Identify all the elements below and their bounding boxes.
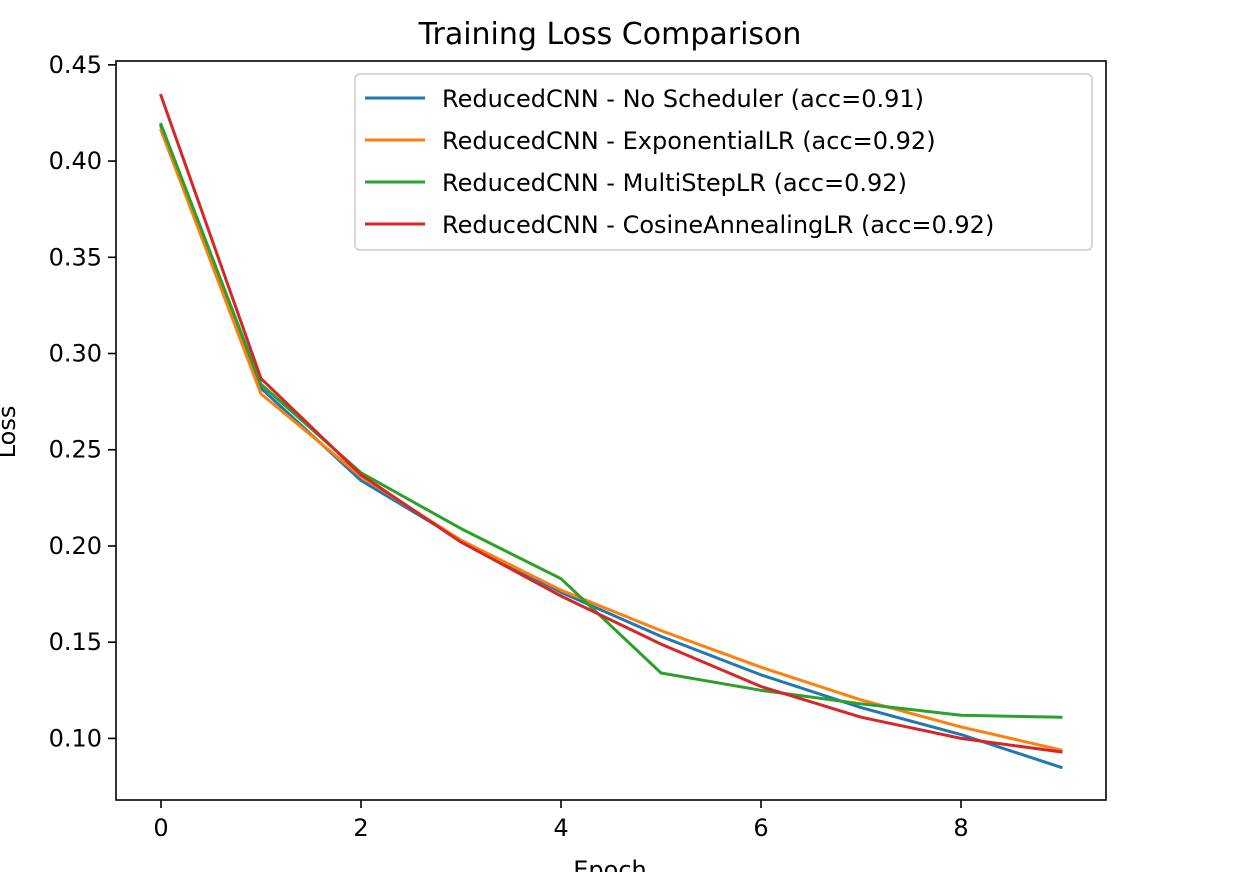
plot-frame: [115, 60, 1107, 801]
x-tick-label: 8: [953, 814, 968, 842]
y-axis-label: Loss: [0, 406, 21, 459]
y-tick-label: 0.30: [49, 340, 102, 368]
legend-label-3: ReducedCNN - CosineAnnealingLR (acc=0.92…: [442, 211, 994, 239]
x-tick-label: 2: [353, 814, 368, 842]
chart-title: Training Loss Comparison: [418, 17, 802, 52]
series-line-1: [159, 128, 1063, 752]
y-tick-label: 0.10: [49, 724, 102, 752]
y-tick-label: 0.25: [49, 436, 102, 464]
x-tick-label: 4: [553, 814, 568, 842]
y-tick-label: 0.45: [49, 51, 102, 79]
legend: ReducedCNN - No Scheduler (acc=0.91) Redu…: [354, 73, 1093, 251]
legend-label-1: ReducedCNN - ExponentialLR (acc=0.92): [442, 127, 936, 155]
y-tick-label: 0.15: [49, 628, 102, 656]
legend-label-0: ReducedCNN - No Scheduler (acc=0.91): [442, 85, 924, 113]
legend-label-2: ReducedCNN - MultiStepLR (acc=0.92): [442, 169, 907, 197]
series-layer: [159, 93, 1063, 770]
y-tick-label: 0.40: [49, 147, 102, 175]
x-tick-label: 0: [153, 814, 168, 842]
legend-frame: [354, 73, 1093, 251]
series-line-3: [159, 93, 1063, 754]
y-tick-label: 0.20: [49, 532, 102, 560]
y-tick-label: 0.35: [49, 243, 102, 271]
x-axis-label: Epoch: [573, 856, 647, 872]
x-tick-label: 6: [753, 814, 768, 842]
axis-layer: 0 2 4 6 8 0.10 0.15 0.20 0.25 0.30 0.35 0.40 0.45: [49, 51, 969, 842]
